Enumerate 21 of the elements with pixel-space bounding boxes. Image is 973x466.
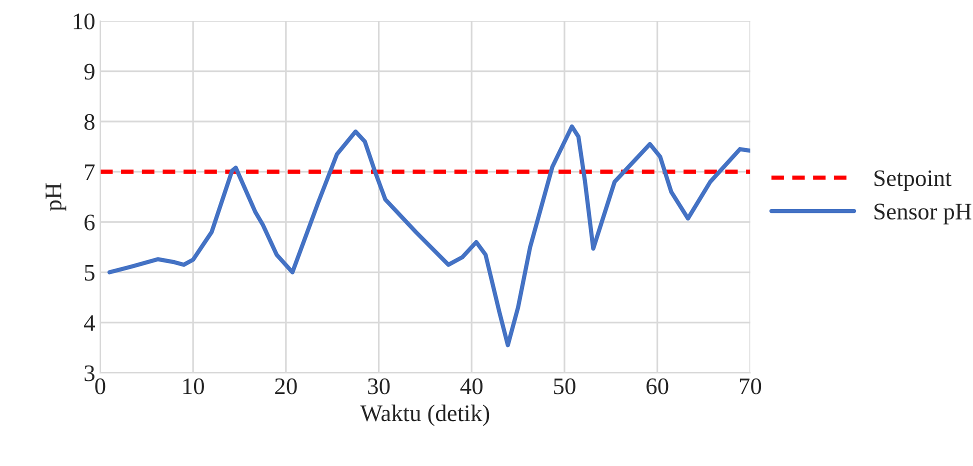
y-tick-label: 4 <box>84 315 95 331</box>
legend-label: Setpoint <box>874 170 952 191</box>
x-tick-label: 10 <box>183 378 204 394</box>
x-tick-label: 20 <box>275 378 297 394</box>
x-tick-label: 30 <box>368 378 390 394</box>
y-tick-label: 7 <box>85 164 95 180</box>
legend-label: Sensor pH <box>874 204 972 224</box>
y-tick-label: 6 <box>84 214 95 230</box>
x-tick-label: 60 <box>646 378 668 394</box>
x-axis-title: Waktu (detik) <box>360 404 490 426</box>
x-tick-label: 0 <box>95 378 106 394</box>
line-series <box>107 124 750 348</box>
y-tick-label: 8 <box>84 114 94 130</box>
y-axis-title: pH <box>46 183 66 211</box>
x-tick-label: 50 <box>554 378 576 394</box>
y-tick-label: 9 <box>84 64 94 80</box>
y-tick-label: 3 <box>84 365 94 382</box>
x-tick-label: 40 <box>460 378 483 394</box>
x-tick-label: 70 <box>740 378 762 394</box>
y-tick-label: 10 <box>74 13 94 30</box>
y-tick-label: 5 <box>84 265 94 281</box>
